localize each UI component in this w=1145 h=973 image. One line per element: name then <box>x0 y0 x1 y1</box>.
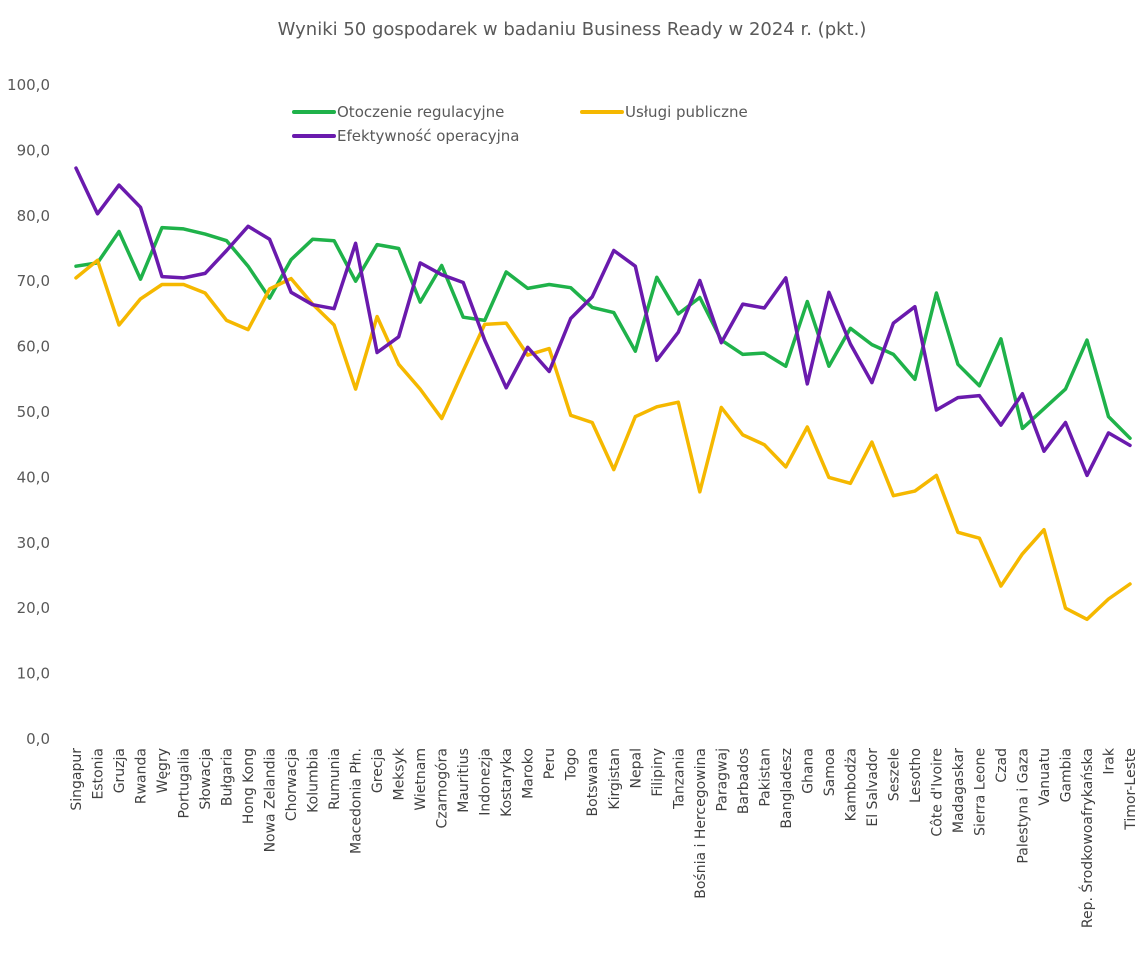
series-line-0 <box>74 225 1132 440</box>
x-tick-label: Seszele <box>886 748 902 801</box>
x-tick-label: Czarnogóra <box>435 748 451 828</box>
x-tick-label: Gambia <box>1058 748 1074 802</box>
x-tick-label: Macedonia Płn. <box>349 748 365 854</box>
x-tick-label: Kostaryka <box>499 748 515 817</box>
x-tick-label: Palestyna i Gaza <box>1015 748 1031 864</box>
y-tick-label: 40,0 <box>17 468 50 486</box>
y-tick-label: 90,0 <box>17 141 50 159</box>
legend: Otoczenie regulacyjne Usługi publiczne Efe… <box>292 103 748 145</box>
y-tick-label: 70,0 <box>17 272 50 290</box>
legend-label: Usługi publiczne <box>625 103 748 121</box>
x-tick-label: Vanuatu <box>1037 748 1053 806</box>
x-tick-label: Grecja <box>370 748 386 793</box>
x-tick-label: Barbados <box>736 748 752 814</box>
x-tick-label: Meksyk <box>392 747 408 800</box>
x-tick-label: Botswana <box>585 748 601 816</box>
x-tick-label: Kolumbia <box>306 748 322 813</box>
y-tick-label: 50,0 <box>17 403 50 421</box>
x-tick-label: Bułgaria <box>220 748 236 806</box>
x-tick-label: Togo <box>564 748 580 781</box>
x-tick-label: Nepal <box>628 748 644 788</box>
x-tick-label: Czad <box>994 748 1010 783</box>
x-tick-label: Portugalia <box>177 748 193 818</box>
x-tick-label: Estonia <box>91 748 107 800</box>
x-tick-label: Madagaskar <box>951 748 967 833</box>
y-tick-label: 100,0 <box>7 76 50 94</box>
x-tick-label: Pakistan <box>757 748 773 807</box>
x-tick-label: Côte d'Ivoire <box>929 748 945 837</box>
x-tick-label: Filipiny <box>650 748 666 797</box>
x-tick-label: Rep. Środkowoafrykańska <box>1078 748 1096 928</box>
y-tick-label: 20,0 <box>17 599 50 617</box>
y-tick-label: 10,0 <box>17 665 50 683</box>
x-tick-label: Kirgistan <box>607 748 623 810</box>
x-tick-label: El Salvador <box>865 748 881 827</box>
y-tick-label: 80,0 <box>17 207 50 225</box>
x-tick-label: Gruzja <box>112 748 128 793</box>
x-tick-label: Samoa <box>822 748 838 796</box>
x-tick-label: Irak <box>1101 747 1117 774</box>
x-tick-label: Sierra Leone <box>972 748 988 836</box>
x-tick-label: Bośnia i Hercegowina <box>693 748 709 899</box>
x-tick-label: Timor-Leste <box>1123 748 1139 831</box>
legend-item: Efektywność operacyjna <box>292 127 520 145</box>
y-tick-label: 30,0 <box>17 534 50 552</box>
x-tick-label: Indonezja <box>478 748 494 816</box>
x-tick-label: Singapur <box>69 748 85 811</box>
series-line-1 <box>74 258 1132 622</box>
x-tick-label: Lesotho <box>908 748 924 803</box>
x-tick-label: Węgry <box>155 748 171 793</box>
chart-title: Wyniki 50 gospodarek w badaniu Business … <box>278 19 867 40</box>
x-tick-label: Paragwaj <box>714 748 730 812</box>
x-tick-label: Maroko <box>521 748 537 799</box>
legend-item: Otoczenie regulacyjne <box>292 103 504 121</box>
x-tick-label: Nowa Zelandia <box>263 748 279 852</box>
legend-item: Usługi publiczne <box>580 103 748 121</box>
legend-label: Otoczenie regulacyjne <box>337 103 504 121</box>
x-tick-label: Peru <box>542 748 558 779</box>
series-lines <box>74 166 1132 622</box>
x-tick-label: Rwanda <box>134 748 150 804</box>
x-axis: Singapur Estonia Gruzja Rwanda Węgry Portugal… <box>69 747 1139 928</box>
x-tick-label: Słowacja <box>198 748 214 810</box>
legend-label: Efektywność operacyjna <box>337 127 520 145</box>
x-tick-label: Chorwacja <box>284 748 300 821</box>
x-tick-label: Ghana <box>800 748 816 794</box>
y-axis: 0,0 10,0 20,0 30,0 40,0 50,0 60,0 70,0 80,0 90,0 1… <box>7 76 50 748</box>
x-tick-label: Tanzania <box>671 748 687 810</box>
x-tick-label: Bangladesz <box>779 748 795 829</box>
y-tick-label: 0,0 <box>26 730 50 748</box>
series-line-2 <box>74 166 1132 478</box>
x-tick-label: Rumunia <box>327 748 343 810</box>
x-tick-label: Mauritius <box>456 748 472 813</box>
y-tick-label: 60,0 <box>17 338 50 356</box>
x-tick-label: Hong Kong <box>241 748 257 824</box>
x-tick-label: Kambodża <box>843 748 859 821</box>
x-tick-label: Wietnam <box>413 748 429 811</box>
